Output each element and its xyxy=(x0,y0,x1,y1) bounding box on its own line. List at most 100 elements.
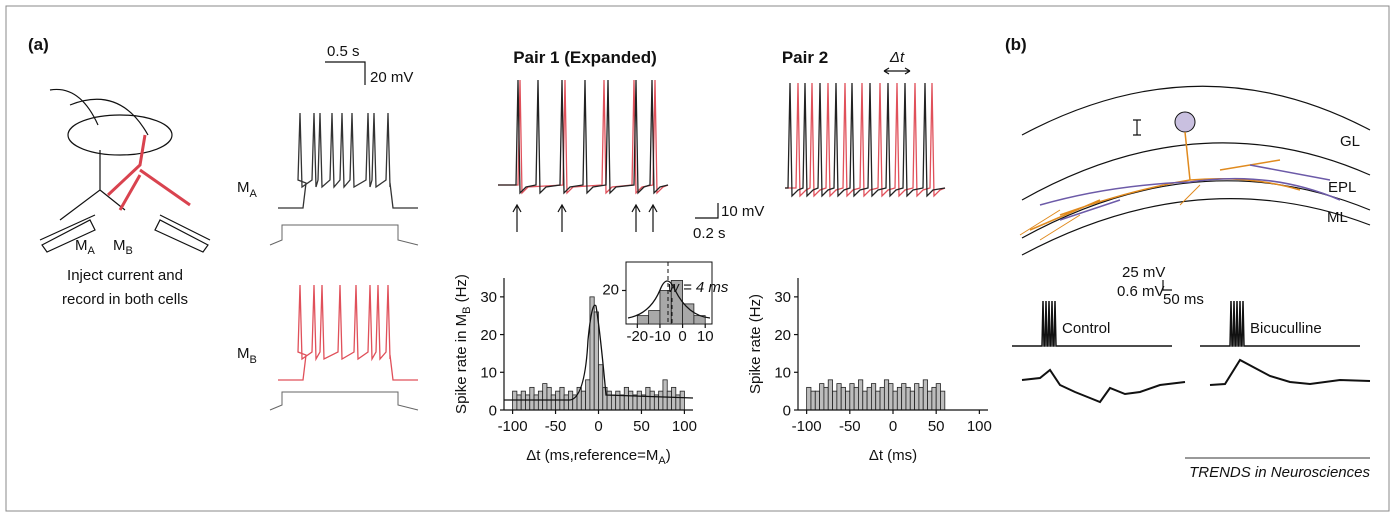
current-step xyxy=(269,224,419,246)
x-axis-label-sub: A xyxy=(658,455,666,467)
bar xyxy=(615,390,621,411)
scale-bar xyxy=(695,203,719,219)
panel-label: (a) xyxy=(28,35,49,54)
bar xyxy=(641,394,647,411)
bar xyxy=(645,386,651,411)
bar xyxy=(516,394,522,411)
bar xyxy=(542,383,548,411)
bar xyxy=(806,386,812,411)
bar xyxy=(628,390,634,411)
bar xyxy=(888,383,894,411)
y-axis-label-part: Spike rate in M xyxy=(453,314,470,414)
bar xyxy=(602,386,608,411)
x-tick-label: 50 xyxy=(928,418,945,435)
voltage-trace xyxy=(278,284,418,381)
bulb-diagram xyxy=(1019,85,1371,256)
x-axis-label-part: ) xyxy=(666,447,671,464)
bar xyxy=(679,390,685,411)
bar xyxy=(845,390,851,411)
x-tick-label: 100 xyxy=(967,418,992,435)
bar xyxy=(666,390,672,411)
x-tick-label: -20 xyxy=(626,328,648,345)
bar xyxy=(546,386,552,411)
voltage-trace xyxy=(1200,300,1360,347)
bar xyxy=(619,394,625,411)
bar xyxy=(909,390,915,411)
bar xyxy=(610,394,617,411)
bar xyxy=(525,394,531,411)
voltage-trace xyxy=(785,82,946,198)
bar xyxy=(593,311,599,411)
voltage-trace xyxy=(1012,300,1172,347)
voltage-trace xyxy=(498,79,669,195)
frame xyxy=(5,5,1390,512)
bar xyxy=(658,390,664,411)
voltage-trace xyxy=(785,82,946,198)
bar xyxy=(935,383,941,411)
x-tick-label: -50 xyxy=(545,418,567,435)
bar xyxy=(636,315,650,325)
bar xyxy=(896,386,903,411)
bar xyxy=(901,383,907,411)
scale-label: 50 ms xyxy=(1163,291,1204,308)
bar xyxy=(840,386,846,411)
fit-width xyxy=(667,262,673,324)
scale-label: 10 mV xyxy=(721,203,764,220)
scale-bar xyxy=(1162,280,1172,291)
bar xyxy=(883,379,890,411)
bar xyxy=(823,386,829,411)
y-tick-label: 20 xyxy=(774,327,791,344)
x-tick-label: 100 xyxy=(672,418,697,435)
pair-title: Pair 1 (Expanded) xyxy=(513,48,657,67)
trace-label: MA xyxy=(237,179,258,200)
bar xyxy=(814,390,820,411)
bar xyxy=(918,386,924,411)
bar xyxy=(858,379,864,411)
voltage-trace xyxy=(278,112,418,209)
layer-label: EPL xyxy=(1328,179,1356,196)
scale-label: 25 mV xyxy=(1122,264,1165,281)
bar xyxy=(827,379,833,411)
bar xyxy=(529,386,535,411)
bar xyxy=(922,379,928,411)
scale-label: 20 mV xyxy=(370,69,413,86)
x-tick-label: -100 xyxy=(792,418,822,435)
trace-label: MB xyxy=(237,345,257,366)
y-tick-label: 10 xyxy=(480,365,497,382)
condition-label: Bicuculline xyxy=(1250,320,1322,337)
delta-arrow xyxy=(883,67,911,75)
bar xyxy=(866,386,872,411)
y-axis-label-sub: B xyxy=(461,307,473,314)
y-tick-label: 20 xyxy=(480,327,497,344)
bar xyxy=(559,386,565,411)
bar xyxy=(892,390,898,411)
bar xyxy=(810,390,816,411)
x-tick-label: 0 xyxy=(678,328,686,345)
x-tick-label: -100 xyxy=(498,418,528,435)
bar xyxy=(606,390,612,411)
bar xyxy=(623,386,629,411)
y-axis-label-part: (Hz) xyxy=(453,274,470,307)
bar xyxy=(580,390,587,411)
bar xyxy=(914,383,920,411)
fit-curve xyxy=(627,280,711,319)
bar xyxy=(875,390,881,411)
x-tick-label: 0 xyxy=(889,418,897,435)
bar xyxy=(585,379,591,411)
annotation: w = 4 ms xyxy=(668,279,729,296)
bar xyxy=(862,390,868,411)
bar xyxy=(636,390,642,411)
cell-label: MB xyxy=(113,237,133,257)
bar xyxy=(819,383,825,411)
y-tick-label: 0 xyxy=(489,402,497,419)
bar xyxy=(533,394,539,411)
x-tick-label: -50 xyxy=(839,418,861,435)
bar xyxy=(905,386,911,411)
x-axis-label: Δt (ms) xyxy=(869,447,917,464)
y-axis-label: Spike rate (Hz) xyxy=(747,294,764,394)
caption: Inject current and xyxy=(67,267,183,284)
bar xyxy=(879,386,885,411)
pair-title: Pair 2 xyxy=(782,48,828,67)
footer: TRENDS in Neurosciences xyxy=(1189,464,1370,481)
